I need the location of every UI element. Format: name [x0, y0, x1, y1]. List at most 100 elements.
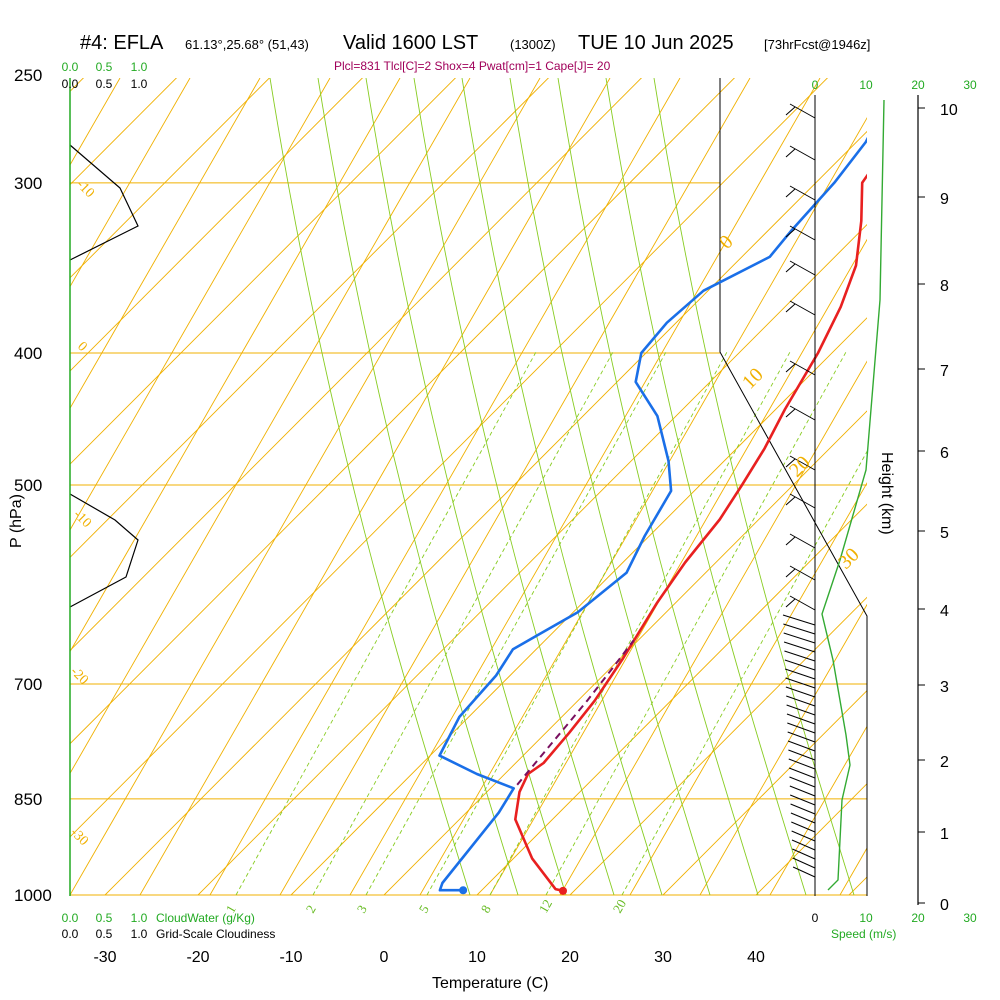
height-tick-label: 1: [940, 826, 949, 843]
dry-adiabat-line: [70, 78, 471, 775]
wind-barb: [785, 185, 816, 201]
isotherm-label: 0: [715, 231, 738, 254]
wind-barb: [784, 650, 816, 662]
dry-adiabat-line: [489, 238, 867, 896]
wind-barb: [792, 848, 816, 860]
cloudiness-label: Grid-Scale Cloudiness: [156, 927, 275, 941]
dry-adiabat-line: [699, 603, 867, 896]
cloudwater-scale-top: 1.0: [131, 60, 148, 74]
height-tick-label: 4: [940, 603, 949, 620]
speed-tick-bottom: 10: [859, 911, 873, 925]
station-title: #4: EFLA: [80, 32, 164, 54]
speed-tick-top: 30: [963, 78, 977, 92]
mixing-ratio-line: [489, 351, 791, 896]
wind-barb: [784, 659, 816, 671]
wind-barb: [785, 668, 816, 680]
wind-barb: [785, 260, 816, 276]
wind-barb: [782, 614, 816, 626]
wind-barb: [787, 731, 816, 743]
dry-adiabat-line: [70, 78, 541, 896]
iso-label-left: -10: [73, 177, 97, 201]
wind-barb: [785, 595, 816, 611]
height-tick-label: 6: [940, 445, 949, 462]
isotherm-line: [942, 75, 1000, 895]
wind-barb: [785, 686, 816, 698]
wind-barb: [785, 300, 816, 316]
cloudwater-scale-top: 0.5: [96, 60, 113, 74]
wind-barb: [787, 740, 816, 752]
isotherm-line: [662, 689, 867, 896]
surface-temperature-dot: [558, 886, 567, 895]
mixing-ratio-line: [365, 351, 667, 896]
height-tick-label: 8: [940, 278, 949, 295]
dry-adiabat-line: [139, 78, 611, 896]
series-temperature-line: [513, 173, 867, 893]
dry-adiabat-line: [70, 78, 191, 288]
pressure-tick-label: 850: [14, 790, 42, 809]
wind-barb: [785, 533, 816, 549]
mixing-ratio-line: [545, 351, 847, 896]
cloud-trace-upper: [69, 144, 139, 261]
wind-barb: [788, 749, 816, 761]
isotherm-line: [70, 78, 736, 745]
mixing-ratio-line: [235, 351, 537, 896]
cloudwater-scale-bottom: 1.0: [131, 911, 148, 925]
wind-barb: [786, 704, 816, 716]
height-tick-label: 2: [940, 754, 949, 771]
iso-label-left: 0: [74, 339, 90, 355]
pressure-tick-label: 300: [14, 174, 42, 193]
temperature-tick-label: -10: [279, 949, 302, 966]
wind-barb: [791, 821, 816, 833]
moist-adiabat-line: [365, 78, 567, 896]
pressure-tick-label: 400: [14, 344, 42, 363]
cloudiness-scale-bottom: 0.5: [96, 927, 113, 941]
forecast-info: [73hrFcst@1946z]: [764, 37, 870, 52]
pressure-tick-label: 700: [14, 675, 42, 694]
cloud-trace-lower: [69, 493, 139, 608]
moist-adiabat-line: [317, 78, 519, 896]
wind-barb: [785, 677, 816, 689]
cloudiness-scale-top: 0.5: [96, 77, 113, 91]
moist-adiabat-line: [413, 78, 615, 896]
moist-adiabat-line: [653, 78, 855, 896]
height-tick-label: 0: [940, 897, 949, 914]
height-tick-label: 3: [940, 679, 949, 696]
wind-barb: [785, 145, 816, 161]
wind-barb: [790, 812, 816, 824]
mixing-ratio-line: [312, 351, 614, 896]
mixing-ratio-label: 5: [416, 902, 432, 915]
dry-adiabat-line: [910, 78, 1000, 895]
pressure-tick-label: 1000: [14, 886, 52, 905]
wind-barb: [785, 565, 816, 581]
wind-barb: [785, 405, 816, 421]
height-tick-label: 9: [940, 191, 949, 208]
cloudiness-scale-bottom: 0.0: [62, 927, 79, 941]
isotherm-line: [197, 224, 867, 896]
wind-speed-profile: [821, 99, 885, 891]
temperature-tick-label: 20: [561, 949, 579, 966]
dry-adiabat-line: [209, 78, 681, 896]
isotherm-line: [290, 317, 867, 896]
pressure-tick-label: 500: [14, 476, 42, 495]
dry-adiabat-line: [629, 482, 867, 896]
wind-barb: [791, 830, 816, 842]
mixing-ratio-label: 12: [536, 897, 555, 916]
dry-adiabat-line: [70, 78, 331, 531]
wind-barb: [788, 758, 816, 770]
temperature-tick-label: -20: [186, 949, 209, 966]
speed-tick-top: 0: [812, 78, 819, 92]
cloudwater-scale-bottom: 0.0: [62, 911, 79, 925]
cloudwater-scale-bottom: 0.5: [96, 911, 113, 925]
wind-layer: [782, 95, 885, 896]
valid-date: TUE 10 Jun 2025: [578, 32, 734, 54]
dry-adiabat-line: [839, 847, 867, 896]
wind-barb: [783, 641, 816, 653]
isotherm-line: [383, 410, 867, 896]
isotherm-line: [70, 78, 643, 652]
height-axis-label: Height (km): [878, 452, 895, 535]
series-parcel-line: [516, 639, 635, 786]
isotherm-line: [70, 78, 271, 279]
dry-adiabat-line: [70, 78, 261, 410]
wind-barb: [787, 722, 816, 734]
